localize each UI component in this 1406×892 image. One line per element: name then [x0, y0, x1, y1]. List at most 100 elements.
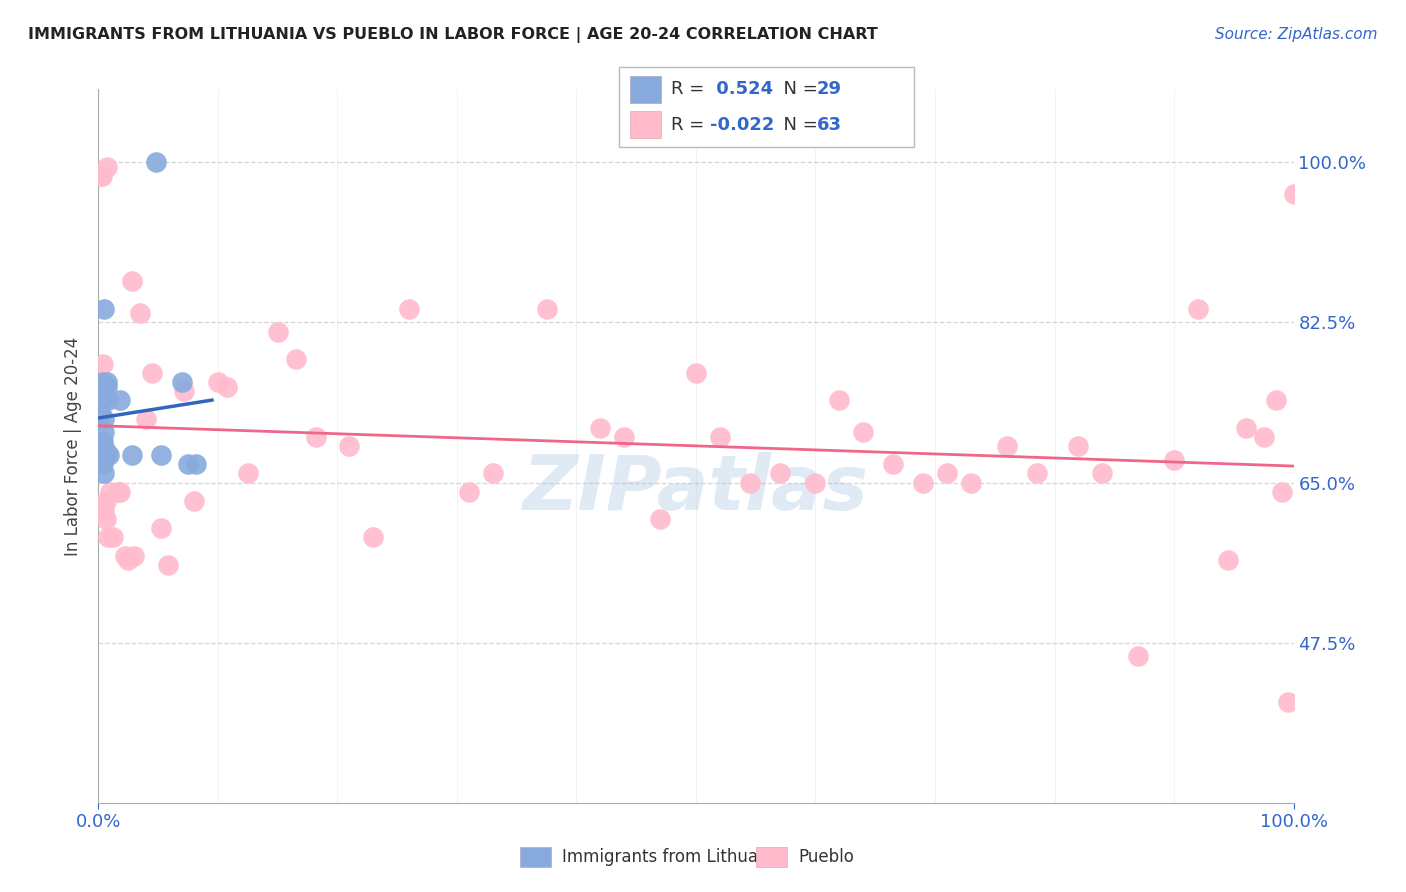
Text: 63: 63: [817, 116, 842, 134]
Point: [339, 439, 361, 453]
Point: [1025, 467, 1047, 481]
Point: [91, 375, 114, 389]
Point: [96, 375, 118, 389]
Point: [93, 301, 115, 316]
Text: N =: N =: [772, 116, 824, 134]
Point: [960, 475, 983, 490]
Point: [536, 301, 558, 316]
Point: [1264, 393, 1286, 408]
Point: [589, 420, 612, 434]
Point: [1091, 467, 1114, 481]
Point: [613, 430, 636, 444]
Point: [882, 458, 904, 472]
Text: 29: 29: [817, 80, 842, 98]
Text: Immigrants from Lithuania: Immigrants from Lithuania: [562, 848, 783, 866]
Point: [91, 379, 114, 393]
Point: [96, 379, 118, 393]
Point: [1277, 695, 1299, 709]
Point: [267, 325, 290, 339]
Point: [90, 407, 112, 421]
Point: [936, 467, 959, 481]
Point: [648, 512, 672, 526]
Point: [91, 389, 114, 403]
Point: [1234, 420, 1257, 434]
Point: [1253, 430, 1275, 444]
Point: [177, 458, 200, 472]
Text: Source: ZipAtlas.com: Source: ZipAtlas.com: [1215, 27, 1378, 42]
Point: [91, 169, 114, 183]
Point: [145, 155, 167, 169]
Point: [108, 393, 131, 408]
Point: [709, 430, 731, 444]
Point: [1216, 553, 1239, 567]
Point: [173, 384, 195, 398]
Point: [94, 494, 117, 508]
Point: [108, 484, 131, 499]
Text: 0.524: 0.524: [710, 80, 773, 98]
Point: [207, 375, 229, 389]
Point: [98, 448, 121, 462]
Point: [995, 439, 1018, 453]
Point: [98, 484, 122, 499]
Point: [94, 443, 117, 458]
Point: [91, 357, 114, 371]
Point: [91, 452, 114, 467]
Point: [1271, 484, 1294, 499]
Point: [97, 393, 120, 408]
Point: [114, 549, 136, 563]
Point: [96, 160, 118, 174]
Point: [172, 375, 194, 389]
Point: [94, 448, 117, 462]
Point: [911, 475, 934, 490]
Point: [91, 393, 114, 408]
Point: [156, 558, 179, 572]
Point: [186, 458, 208, 472]
Point: [135, 411, 157, 425]
Text: Pueblo: Pueblo: [799, 848, 855, 866]
Point: [93, 411, 115, 425]
Point: [93, 503, 115, 517]
Point: [284, 352, 307, 367]
Point: [91, 458, 114, 472]
Point: [129, 306, 152, 320]
Point: [93, 467, 115, 481]
Point: [768, 467, 790, 481]
Y-axis label: In Labor Force | Age 20-24: In Labor Force | Age 20-24: [65, 336, 83, 556]
Point: [94, 512, 117, 526]
Point: [90, 169, 112, 183]
Point: [117, 553, 139, 567]
Point: [93, 425, 115, 440]
Point: [149, 521, 172, 535]
Point: [1128, 649, 1150, 664]
Point: [149, 448, 172, 462]
Point: [852, 425, 875, 440]
Point: [305, 430, 328, 444]
Point: [91, 439, 114, 453]
Point: [1067, 439, 1090, 453]
Point: [107, 484, 129, 499]
Point: [217, 379, 239, 393]
Text: -0.022: -0.022: [710, 116, 775, 134]
Point: [91, 448, 114, 462]
Point: [91, 384, 114, 398]
Point: [121, 448, 143, 462]
Point: [363, 531, 385, 545]
Point: [1282, 187, 1305, 202]
Point: [141, 366, 163, 380]
Point: [91, 443, 114, 458]
Point: [121, 274, 143, 288]
Point: [804, 475, 827, 490]
Point: [1163, 452, 1185, 467]
Point: [124, 549, 146, 563]
Text: IMMIGRANTS FROM LITHUANIA VS PUEBLO IN LABOR FORCE | AGE 20-24 CORRELATION CHART: IMMIGRANTS FROM LITHUANIA VS PUEBLO IN L…: [28, 27, 877, 43]
Text: R =: R =: [671, 116, 710, 134]
Point: [1187, 301, 1209, 316]
Point: [458, 484, 481, 499]
Text: ZIPatlas: ZIPatlas: [523, 452, 869, 525]
Point: [481, 467, 505, 481]
Point: [685, 366, 707, 380]
Point: [101, 531, 124, 545]
Point: [91, 434, 114, 449]
Point: [828, 393, 851, 408]
Text: N =: N =: [772, 80, 824, 98]
